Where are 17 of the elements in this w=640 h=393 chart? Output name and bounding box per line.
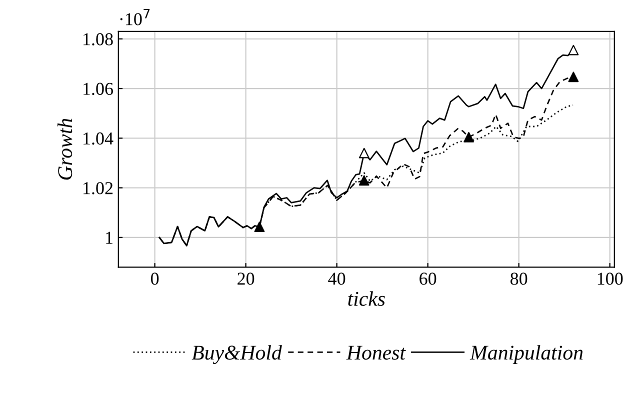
- y-tick-label: 1.06: [84, 82, 113, 96]
- y-tick-label: 1: [106, 232, 112, 244]
- y-tick-label: 1.04: [84, 132, 114, 145]
- legend-label: Buy&Hold: [192, 345, 282, 364]
- y-tick-label: 1.08: [84, 33, 113, 46]
- legend-label: Manipulation: [470, 345, 583, 364]
- y-tick-label: 1.02: [84, 182, 113, 194]
- x-tick-label: 20: [238, 272, 254, 285]
- x-axis-title: ticks: [348, 291, 385, 306]
- x-tick-label: 0: [150, 272, 159, 285]
- text: ·10$^{7}$: [120, 8, 150, 26]
- legend-label: Honest: [346, 346, 406, 360]
- x-tick-label: 80: [510, 272, 528, 285]
- x-tick-label: 60: [420, 272, 436, 285]
- y-axis-title: Growth: [57, 118, 72, 180]
- x-tick-label: 100: [598, 272, 623, 285]
- x-tick-label: 40: [328, 272, 346, 285]
